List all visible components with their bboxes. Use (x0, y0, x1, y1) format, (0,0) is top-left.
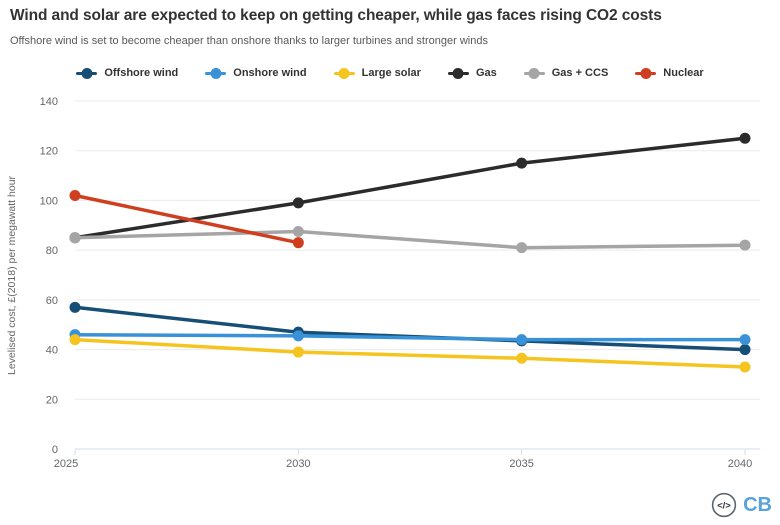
legend-item-gas-ccs[interactable]: Gas + CCS (523, 67, 609, 79)
legend-item-nuclear[interactable]: Nuclear (635, 67, 704, 79)
series-line-gas-ccs (74, 229, 746, 250)
legend-marker-icon (333, 67, 355, 79)
legend-label: Gas (475, 67, 497, 79)
y-tick-label: 0 (52, 444, 58, 456)
y-tick-label: 140 (40, 96, 58, 108)
legend-item-large-solar[interactable]: Large solar (333, 67, 421, 79)
data-point-gas-2030[interactable] (292, 197, 304, 209)
series-line-nuclear (74, 193, 299, 245)
y-tick-label: 80 (46, 245, 58, 257)
legend-label: Large solar (361, 67, 421, 79)
legend-marker-dot (338, 67, 350, 79)
chart-subtitle: Offshore wind is set to become cheaper t… (10, 35, 488, 47)
series-line-offshore-wind (74, 305, 746, 352)
data-point-large-solar-2025[interactable] (69, 334, 81, 346)
data-point-onshore-wind-2040[interactable] (739, 334, 751, 346)
x-tick-label: 2040 (728, 458, 752, 470)
legend-marker-icon (635, 67, 657, 79)
legend-item-onshore-wind[interactable]: Onshore wind (205, 67, 307, 79)
code-icon: </> (711, 492, 737, 518)
legend-item-gas[interactable]: Gas (447, 67, 497, 79)
legend-marker-dot (210, 67, 222, 79)
data-point-large-solar-2035[interactable] (516, 352, 528, 364)
legend: Offshore wind Onshore wind Large solar Gas G… (0, 62, 780, 84)
code-glyph: </> (717, 501, 731, 512)
data-point-onshore-wind-2035[interactable] (516, 334, 528, 346)
data-point-gas-2035[interactable] (516, 157, 528, 169)
data-point-nuclear-2025[interactable] (69, 189, 81, 201)
series-line-large-solar (74, 337, 746, 369)
data-point-nuclear-2030[interactable] (292, 237, 304, 249)
y-tick-label: 20 (46, 394, 58, 406)
legend-label: Gas + CCS (551, 67, 609, 79)
legend-label: Offshore wind (104, 67, 179, 79)
legend-marker-dot (528, 67, 540, 79)
legend-marker-icon (523, 67, 545, 79)
x-tick-label: 2025 (54, 458, 78, 470)
legend-marker-dot (81, 67, 93, 79)
legend-marker-icon (205, 67, 227, 79)
legend-marker-dot (640, 67, 652, 79)
data-point-gas-ccs-2040[interactable] (739, 239, 751, 251)
y-tick-label: 100 (40, 195, 58, 207)
x-tick-label: 2035 (509, 458, 533, 470)
data-point-gas-ccs-2035[interactable] (516, 242, 528, 254)
data-point-offshore-wind-2040[interactable] (739, 344, 751, 356)
legend-marker-icon (76, 67, 98, 79)
legend-item-offshore-wind[interactable]: Offshore wind (76, 67, 178, 79)
series-line-onshore-wind (74, 332, 745, 342)
carbonbrief-logo: </> CB (711, 492, 772, 518)
series-line-gas (74, 136, 746, 240)
data-point-gas-2040[interactable] (739, 132, 751, 144)
data-point-gas-ccs-2025[interactable] (69, 232, 81, 244)
data-point-gas-ccs-2030[interactable] (292, 226, 304, 237)
legend-label: Nuclear (663, 67, 704, 79)
legend-label: Onshore wind (233, 67, 307, 79)
y-tick-label: 120 (40, 146, 58, 158)
y-tick-label: 60 (46, 295, 58, 307)
x-tick-label: 2030 (286, 458, 310, 470)
data-point-large-solar-2040[interactable] (739, 361, 751, 373)
data-point-onshore-wind-2030[interactable] (292, 330, 304, 342)
chart-title: Wind and solar are expected to keep on g… (10, 7, 662, 24)
legend-marker-icon (447, 67, 469, 79)
cb-wordmark: CB (743, 493, 772, 516)
data-point-large-solar-2030[interactable] (292, 346, 304, 358)
legend-marker-dot (452, 67, 464, 79)
data-point-offshore-wind-2025[interactable] (69, 301, 81, 313)
y-tick-label: 40 (46, 345, 58, 357)
